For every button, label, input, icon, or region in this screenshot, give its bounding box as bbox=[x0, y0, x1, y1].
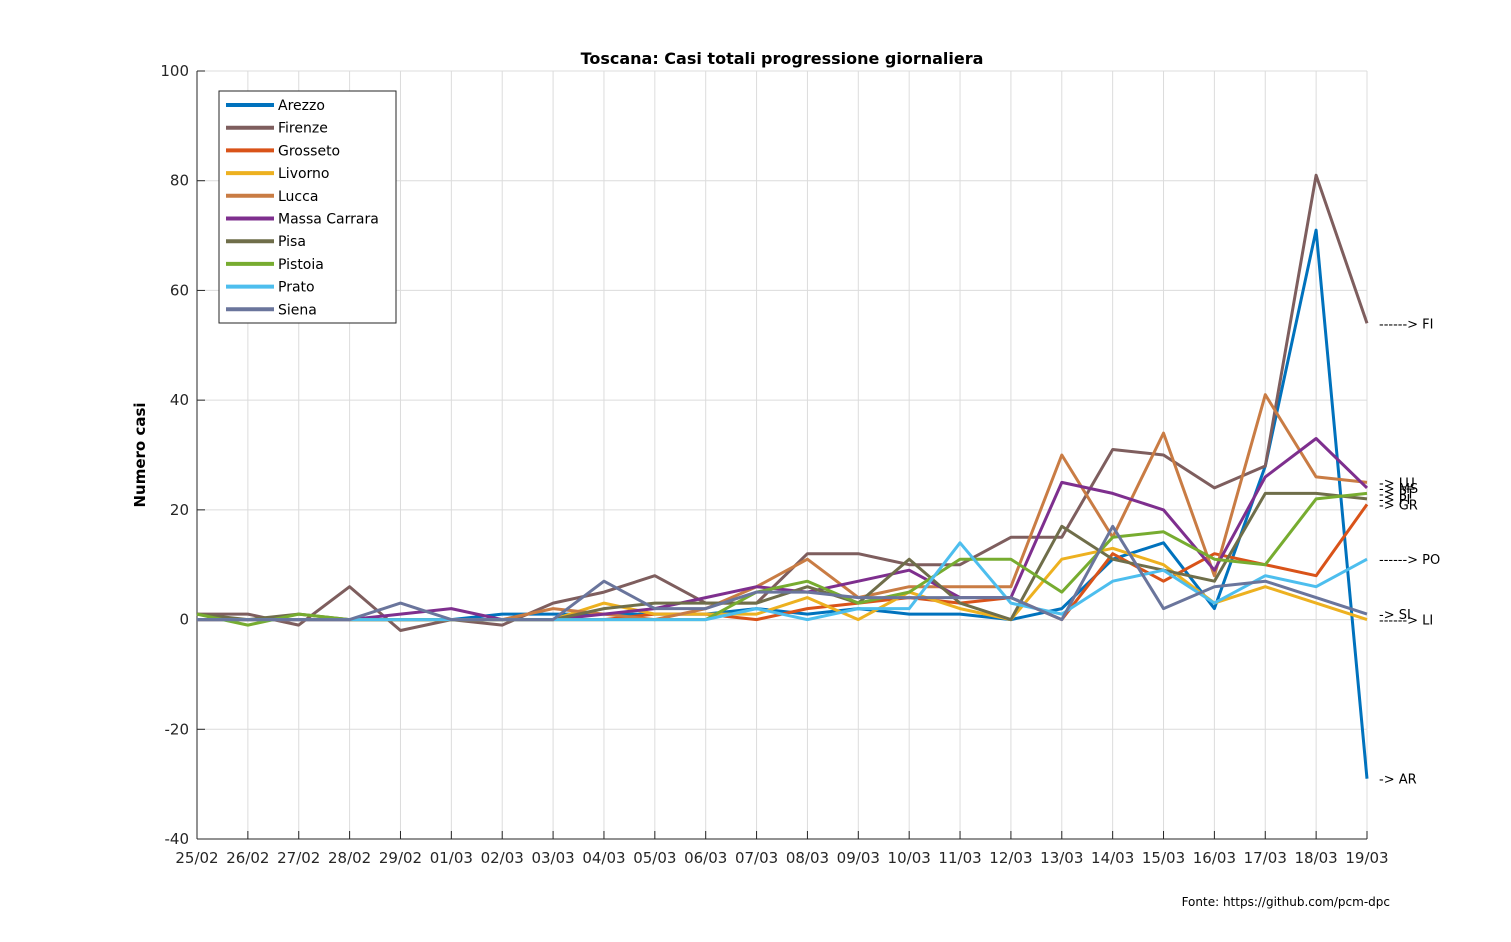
end-label: ------> LI bbox=[1379, 614, 1433, 629]
x-tick-label: 29/02 bbox=[379, 849, 422, 867]
legend: Arezzo Firenze Grosseto Livorno Lucca Massa C… bbox=[218, 90, 397, 324]
x-tick-label: 15/03 bbox=[1142, 849, 1185, 867]
x-tick-label: 26/02 bbox=[226, 849, 269, 867]
y-tick-label: 100 bbox=[160, 62, 189, 80]
y-tick-label: 0 bbox=[179, 611, 189, 629]
end-label: -> AR bbox=[1379, 773, 1417, 788]
legend-label: Livorno bbox=[278, 166, 330, 182]
x-tick-label: 02/03 bbox=[481, 849, 524, 867]
end-label: -> PT bbox=[1379, 487, 1415, 502]
y-tick-label: 80 bbox=[170, 172, 189, 190]
series-line-siena bbox=[197, 524, 1368, 622]
end-label: -> PI bbox=[1379, 493, 1410, 508]
end-label: ------> PO bbox=[1379, 553, 1440, 568]
x-tick-label: 06/03 bbox=[684, 849, 727, 867]
end-label: -> MS bbox=[1379, 482, 1418, 497]
y-tick-label: -20 bbox=[165, 720, 190, 738]
x-tick-label: 13/03 bbox=[1040, 849, 1083, 867]
legend-label: Lucca bbox=[278, 189, 318, 205]
series-line-livorno bbox=[197, 546, 1368, 622]
legend-label: Grosseto bbox=[278, 143, 340, 159]
source-note: Fonte: https://github.com/pcm-dpc bbox=[1182, 895, 1390, 909]
x-tick-label: 17/03 bbox=[1244, 849, 1287, 867]
x-tick-label: 25/02 bbox=[175, 849, 218, 867]
y-tick-label: -40 bbox=[165, 830, 190, 848]
end-label: ------> FI bbox=[1379, 317, 1433, 332]
series-line-grosseto bbox=[197, 503, 1369, 622]
legend-label: Massa Carrara bbox=[278, 212, 379, 228]
x-tick-label: 08/03 bbox=[786, 849, 829, 867]
legend-label: Siena bbox=[278, 302, 317, 318]
y-tick-label: 60 bbox=[170, 281, 189, 299]
x-tick-label: 10/03 bbox=[888, 849, 931, 867]
end-labels: ------> FI -> LU-> PT-> MS-> PI-> GR -----… bbox=[1379, 317, 1440, 787]
x-tick-label: 28/02 bbox=[328, 849, 371, 867]
x-tick-label: 04/03 bbox=[582, 849, 625, 867]
y-tick-label: 40 bbox=[170, 391, 189, 409]
x-tick-label: 19/03 bbox=[1345, 849, 1388, 867]
legend-label: Prato bbox=[278, 280, 315, 296]
end-label: -> GR bbox=[1379, 498, 1418, 513]
series-lines bbox=[196, 173, 1369, 779]
x-tick-label: 16/03 bbox=[1193, 849, 1236, 867]
x-tick-label: 05/03 bbox=[633, 849, 676, 867]
series-line-massa-carrara bbox=[197, 437, 1369, 622]
end-label: -> SI bbox=[1379, 608, 1411, 623]
x-tick-label: 27/02 bbox=[277, 849, 320, 867]
x-tick-label: 18/03 bbox=[1295, 849, 1338, 867]
legend-label: Arezzo bbox=[278, 98, 325, 114]
x-tick-label: 12/03 bbox=[989, 849, 1032, 867]
series-line-prato bbox=[197, 541, 1368, 622]
end-label: -> LU bbox=[1379, 476, 1415, 491]
y-tick-label: 20 bbox=[170, 501, 189, 519]
legend-label: Firenze bbox=[278, 121, 328, 137]
legend-label: Pistoia bbox=[278, 257, 324, 273]
x-tick-label: 09/03 bbox=[837, 849, 880, 867]
axes: -40 -20 0 20 40 60 80 100 25/02 26/02 27/02 28/02 29… bbox=[160, 62, 1388, 867]
x-tick-label: 03/03 bbox=[531, 849, 574, 867]
x-tick-label: 07/03 bbox=[735, 849, 778, 867]
legend-label: Pisa bbox=[278, 234, 306, 250]
x-tick-label: 01/03 bbox=[430, 849, 473, 867]
x-tick-label: 14/03 bbox=[1091, 849, 1134, 867]
x-tick-label: 11/03 bbox=[938, 849, 981, 867]
chart-title: Toscana: Casi totali progressione giorna… bbox=[581, 49, 984, 68]
y-axis-label: Numero casi bbox=[131, 402, 149, 507]
